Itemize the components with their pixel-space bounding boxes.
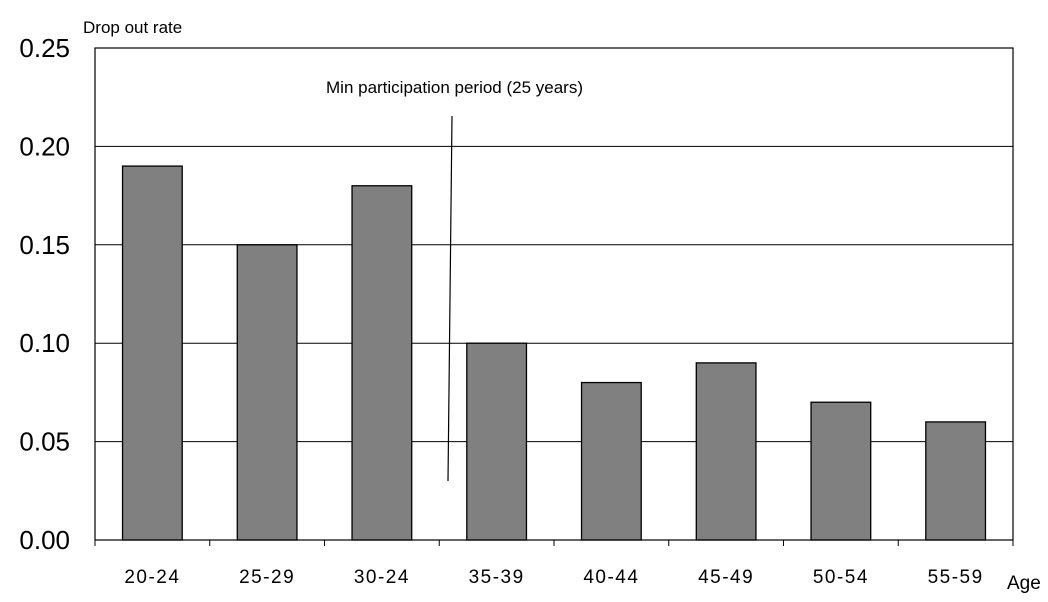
x-tick-label: 50-54 <box>813 567 869 588</box>
y-tick-label: 0.20 <box>19 131 70 161</box>
bar <box>466 342 528 541</box>
bar <box>121 165 183 541</box>
y-tick-label: 0.00 <box>19 525 70 555</box>
x-tick-label: 55-59 <box>928 567 984 588</box>
y-tick-label: 0.05 <box>19 427 70 457</box>
y-tick-label: 0.10 <box>19 328 70 358</box>
bars <box>121 165 987 541</box>
x-tick-label: 35-39 <box>469 567 525 588</box>
y-axis-ticks: 0.00 0.05 0.10 0.15 0.20 0.25 <box>19 33 70 555</box>
x-axis-label: Age <box>1007 573 1041 594</box>
annotation-label: Min participation period (25 years) <box>326 78 583 97</box>
x-tick-label: 30-24 <box>354 567 410 588</box>
bar <box>236 244 298 541</box>
y-tick-label: 0.15 <box>19 230 70 260</box>
x-tick-label: 25-29 <box>239 567 295 588</box>
gridlines <box>95 145 1013 443</box>
x-tick-label: 45-49 <box>698 567 754 588</box>
bar <box>810 401 872 541</box>
y-axis-label: Drop out rate <box>83 18 182 37</box>
bar <box>351 185 413 541</box>
bar <box>695 362 757 541</box>
x-axis-ticks: 20-24 25-29 30-24 35-39 40-44 45-49 50-54 55-59 <box>94 540 1014 588</box>
bar <box>925 421 987 541</box>
x-tick-label: 20-24 <box>124 567 180 588</box>
x-tick-label: 40-44 <box>583 567 639 588</box>
plot-area <box>94 47 1014 541</box>
annotation-pointer-line <box>447 115 453 482</box>
y-tick-label: 0.25 <box>19 33 70 63</box>
bar <box>580 381 642 541</box>
